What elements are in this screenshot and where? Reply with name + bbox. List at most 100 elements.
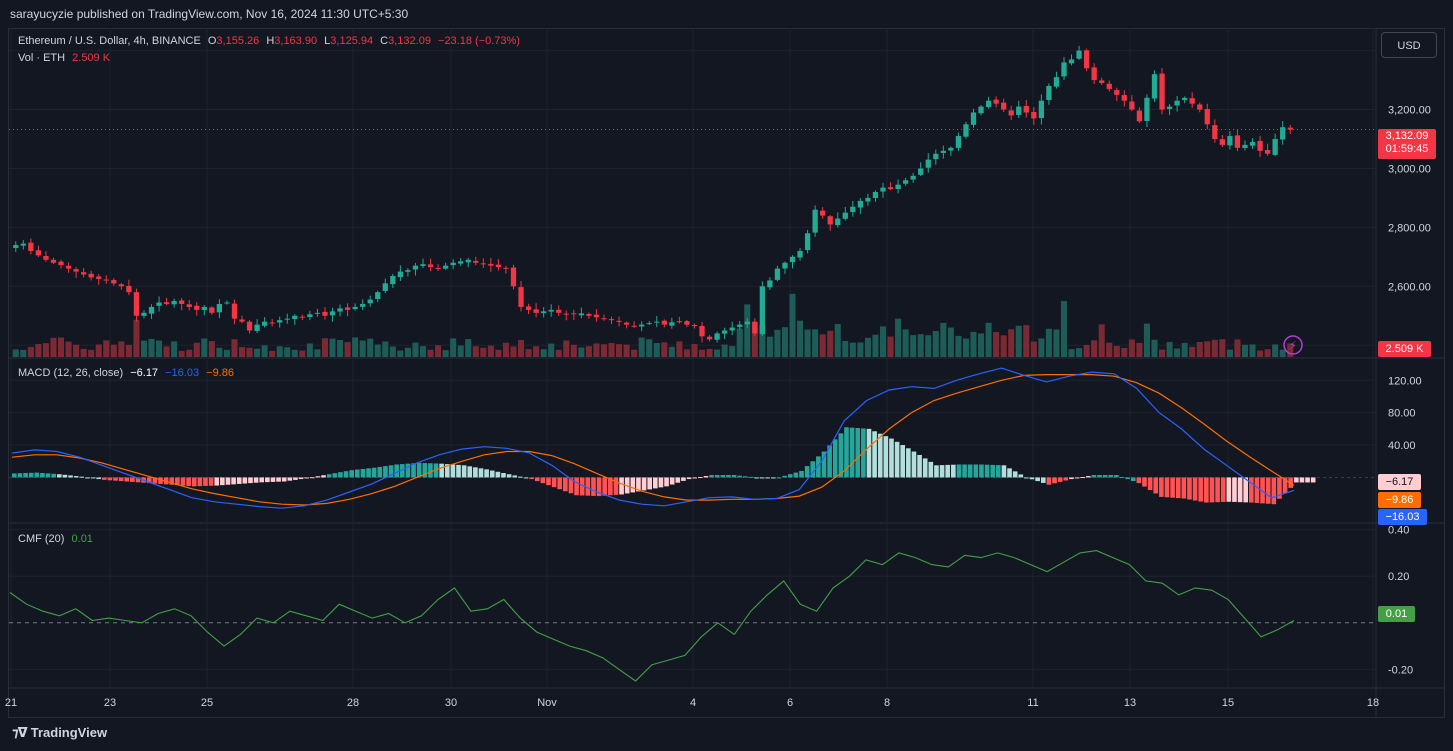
macd-histogram-bar [563,477,568,492]
macd-histogram-bar [990,464,995,478]
macd-histogram-bar [411,463,416,478]
candle-body [1151,74,1158,99]
macd-histogram-bar [844,427,849,478]
macd-histogram-bar [1052,477,1057,484]
macd-histogram-bar [56,474,62,478]
macd-histogram-bar [236,477,242,484]
volume-bar [1151,339,1158,357]
macd-histogram-bar [1299,477,1305,483]
macd-histogram-bar [1097,475,1102,478]
volume-bar [1098,324,1105,357]
volume-bar [1060,301,1068,357]
volume-bar [412,342,419,357]
macd-histogram-bar [1147,477,1153,491]
macd-histogram-bar [512,475,518,478]
macd-histogram-bar [433,463,439,478]
lightning-icon: ⚡ [1283,335,1303,355]
candle-body [277,320,283,323]
high-value: 3,163.90 [274,35,318,47]
macd-histogram-bar [186,477,191,486]
macd-histogram-bar [951,464,956,478]
volume-legend[interactable]: Vol · ETH 2.509 K [18,52,114,64]
candle-body [1234,135,1241,148]
macd-histogram-bar [371,467,377,478]
macd-histogram-bar [1237,477,1243,503]
candle-body [1008,110,1014,116]
candle-body [910,175,916,180]
candle-body [1159,73,1165,110]
volume-bar [721,344,728,357]
main-legend[interactable]: Ethereum / U.S. Dollar, 4h, BINANCE O3,1… [18,35,524,47]
macd-histogram-bar [1142,477,1147,487]
volume-bar [1091,340,1098,357]
volume-label[interactable]: Vol · ETH [18,52,66,64]
macd-histogram-bar [703,476,709,478]
candle-body [744,321,750,325]
cmf-legend[interactable]: CMF (20) 0.01 [18,533,97,545]
macd-histogram-bar [152,477,158,484]
candle-body [518,287,524,307]
candle-body [1189,98,1195,104]
candle-body [156,302,162,306]
price-tick-label: 3,000.00 [1388,163,1431,175]
macd-histogram-bar [883,436,889,478]
candle-body [895,184,901,190]
change-value: −23.18 (−0.73%) [438,35,520,47]
macd-histogram-bar [28,472,34,478]
open-value: 3,155.26 [216,35,260,47]
candle-body [65,265,72,269]
macd-histogram-bar [1012,471,1018,478]
macd-legend[interactable]: MACD (12, 26, close) −6.17 −16.03 −9.86 [18,367,238,379]
volume-bar [548,343,555,357]
cmf-tick-label: 0.20 [1388,571,1409,583]
cmf-value: 0.01 [71,533,93,545]
macd-histogram-bar [765,477,771,479]
macd-histogram-bar [220,477,225,486]
candle-body [593,314,600,318]
macd-histogram-bar [1085,476,1091,478]
candle-body [503,267,509,269]
candle-body [691,325,698,327]
macd-histogram-bar [737,475,742,478]
macd-label[interactable]: MACD (12, 26, close) [18,367,124,379]
volume-bar [502,342,509,357]
macd-histogram-bar [366,468,371,478]
candle-body [488,263,494,266]
volume-bar [857,342,864,357]
candle-body [918,168,924,175]
macd-histogram-bar [1243,477,1249,503]
currency-button[interactable]: USD [1381,32,1437,58]
macd-histogram-bar [405,463,411,478]
volume-bar [827,330,834,357]
volume-bar [683,349,690,357]
macd-histogram-bar [1226,477,1232,502]
volume-bar [653,343,660,357]
macd-histogram-bar [1007,468,1012,478]
candle-body [729,327,735,331]
candle-body [556,309,562,313]
macd-histogram-bar [776,477,782,479]
macd-histogram-bar [1001,465,1007,478]
tradingview-logo[interactable]: ⁊ᐁ TradingView [12,725,107,741]
volume-bar [1264,349,1271,357]
candle-body [495,264,502,268]
candle-body [231,303,238,319]
symbol-label[interactable]: Ethereum / U.S. Dollar, 4h, BINANCE [18,35,201,47]
candle-body [669,322,675,326]
macd-histogram-bar [506,474,512,478]
macd-histogram-bar [124,477,130,482]
macd-histogram-bar [568,477,574,494]
macd-histogram-bar [79,476,85,478]
macd-histogram-bar [653,477,658,489]
cmf-label[interactable]: CMF (20) [18,533,65,545]
macd-histogram-bar [793,472,799,478]
macd-hist-value: −6.17 [130,367,159,379]
volume-bar [993,332,1000,357]
volume-bar [518,339,525,357]
macd-histogram-bar [332,473,338,478]
volume-bar [925,335,932,357]
candle-body [1227,136,1233,146]
volume-bar [902,329,909,357]
macd-histogram-bar [265,477,270,483]
